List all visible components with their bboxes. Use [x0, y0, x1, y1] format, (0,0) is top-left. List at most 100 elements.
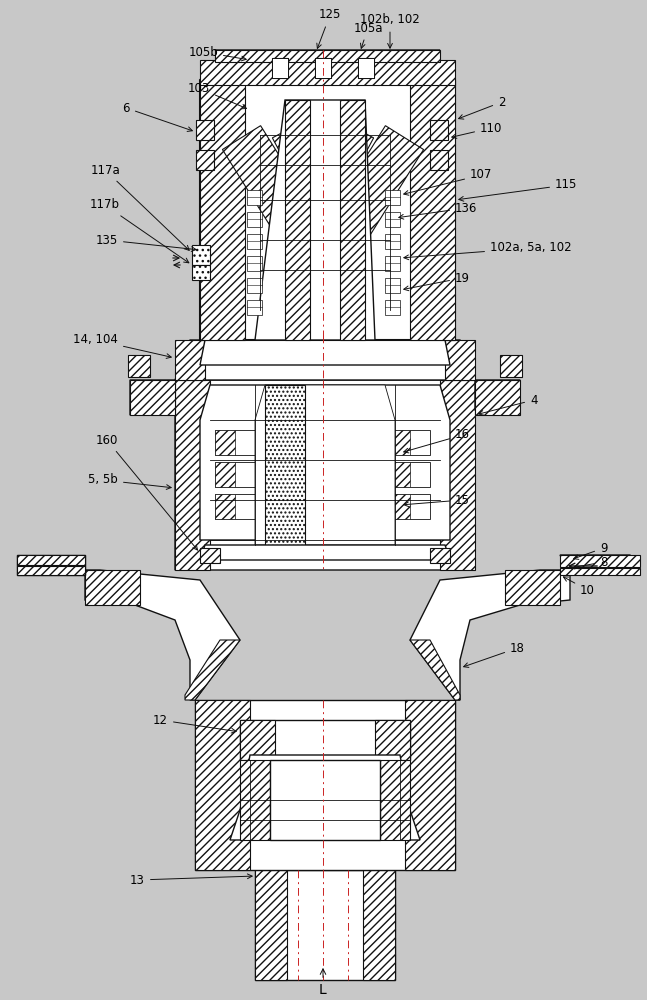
Bar [200, 60, 455, 85]
Polygon shape [230, 810, 420, 840]
Polygon shape [240, 755, 410, 810]
Polygon shape [390, 430, 430, 455]
Polygon shape [247, 256, 262, 271]
Polygon shape [195, 700, 455, 870]
Polygon shape [247, 300, 262, 315]
Polygon shape [358, 58, 374, 78]
Bar [430, 120, 448, 140]
Bar [430, 548, 450, 563]
Polygon shape [240, 720, 410, 760]
Bar [17, 555, 85, 565]
Text: 14, 104: 14, 104 [73, 334, 171, 358]
Polygon shape [200, 340, 450, 365]
Polygon shape [255, 870, 395, 980]
Bar [430, 150, 448, 170]
Bar [215, 462, 235, 487]
Bar [440, 380, 475, 570]
Polygon shape [215, 430, 255, 455]
Bar [215, 50, 440, 62]
Text: 19: 19 [404, 271, 470, 291]
Polygon shape [270, 760, 380, 840]
Bar [475, 380, 520, 415]
Bar [390, 430, 410, 455]
Bar [195, 700, 250, 870]
Polygon shape [215, 494, 255, 519]
Polygon shape [390, 462, 430, 487]
Polygon shape [315, 58, 331, 78]
Bar [358, 58, 374, 78]
Text: 16: 16 [404, 428, 470, 453]
Text: 117a: 117a [90, 163, 189, 250]
Text: 110: 110 [452, 121, 502, 138]
Polygon shape [255, 100, 375, 340]
Bar [128, 355, 150, 377]
Polygon shape [385, 212, 400, 227]
Text: 2: 2 [459, 96, 505, 119]
Bar [340, 100, 365, 340]
Text: 117b: 117b [90, 198, 189, 263]
Polygon shape [255, 385, 395, 545]
Polygon shape [247, 212, 262, 227]
Bar [265, 385, 305, 545]
Bar [285, 100, 310, 340]
Polygon shape [247, 278, 262, 293]
Text: 160: 160 [96, 434, 197, 550]
Polygon shape [385, 256, 400, 271]
Text: 103: 103 [188, 82, 247, 109]
Bar [240, 760, 270, 840]
Bar [215, 494, 235, 519]
Polygon shape [175, 380, 475, 570]
Polygon shape [85, 570, 240, 700]
Text: 135: 135 [96, 233, 196, 251]
Bar [560, 555, 640, 567]
Bar [17, 566, 85, 575]
Text: 105a: 105a [353, 21, 383, 48]
Bar [240, 720, 275, 760]
Text: 115: 115 [459, 178, 577, 201]
Bar [405, 700, 455, 870]
Polygon shape [175, 340, 475, 380]
Text: 4: 4 [479, 393, 538, 415]
Bar [200, 548, 220, 563]
Polygon shape [200, 60, 455, 340]
Bar [560, 568, 640, 575]
Polygon shape [560, 555, 640, 575]
Polygon shape [318, 125, 373, 195]
Text: 5, 5b: 5, 5b [88, 474, 171, 489]
Polygon shape [385, 300, 400, 315]
Polygon shape [130, 380, 175, 415]
Bar [380, 760, 410, 840]
Bar [196, 120, 214, 140]
Bar [410, 80, 455, 340]
Polygon shape [17, 555, 85, 575]
Bar [130, 380, 175, 415]
Polygon shape [215, 462, 255, 487]
Polygon shape [247, 190, 262, 205]
Bar [390, 462, 410, 487]
Bar [315, 58, 331, 78]
Bar [192, 245, 210, 265]
Text: 9: 9 [574, 542, 608, 559]
Bar [175, 340, 205, 380]
Polygon shape [385, 234, 400, 249]
Polygon shape [223, 126, 314, 234]
Polygon shape [272, 58, 288, 78]
Polygon shape [200, 385, 450, 540]
Text: 105b: 105b [188, 45, 247, 61]
Bar [175, 380, 210, 570]
Text: 102a, 5a, 102: 102a, 5a, 102 [404, 241, 572, 260]
Bar [215, 430, 235, 455]
Bar [200, 80, 245, 340]
Text: 125: 125 [317, 8, 341, 48]
Polygon shape [185, 640, 240, 700]
Text: 102b, 102: 102b, 102 [360, 13, 420, 48]
Bar [363, 870, 395, 980]
Bar [196, 150, 214, 170]
Polygon shape [333, 126, 424, 234]
Polygon shape [200, 545, 450, 560]
Polygon shape [215, 50, 440, 60]
Text: 13: 13 [130, 874, 252, 886]
Text: 6: 6 [122, 102, 192, 131]
Polygon shape [247, 234, 262, 249]
Polygon shape [475, 380, 520, 415]
